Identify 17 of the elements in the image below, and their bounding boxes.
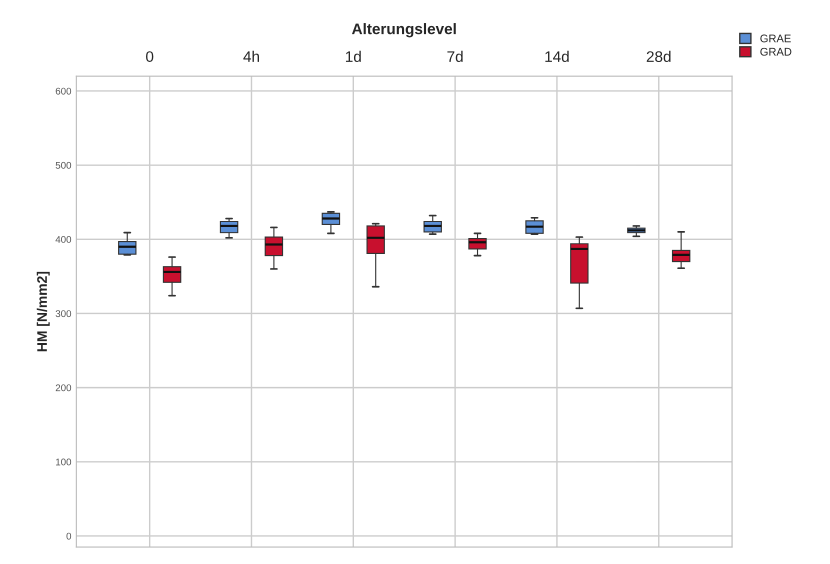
y-tick-label: 100 (56, 458, 72, 466)
y-tick-label: 400 (56, 236, 72, 243)
x-tick-label: 7d (447, 50, 463, 62)
y-tick-label: 200 (56, 384, 72, 392)
y-axis-title: HM [N/mm2] (36, 272, 50, 352)
y-tick-label: 0 (66, 532, 72, 540)
legend-label: GRAE (760, 34, 791, 42)
x-tick-label: 14d (545, 50, 569, 62)
y-tick-label: 600 (56, 88, 72, 95)
x-tick-label: 1d (346, 50, 361, 62)
legend-label: GRAD (760, 48, 792, 56)
y-tick-label: 500 (56, 162, 72, 169)
y-tick-label: 300 (56, 310, 72, 318)
x-tick-label: 4h (243, 50, 259, 62)
x-axis-title: Alterungslevel (352, 23, 456, 38)
x-tick-label: 0 (146, 51, 154, 62)
x-tick-label: 28d (646, 50, 671, 62)
